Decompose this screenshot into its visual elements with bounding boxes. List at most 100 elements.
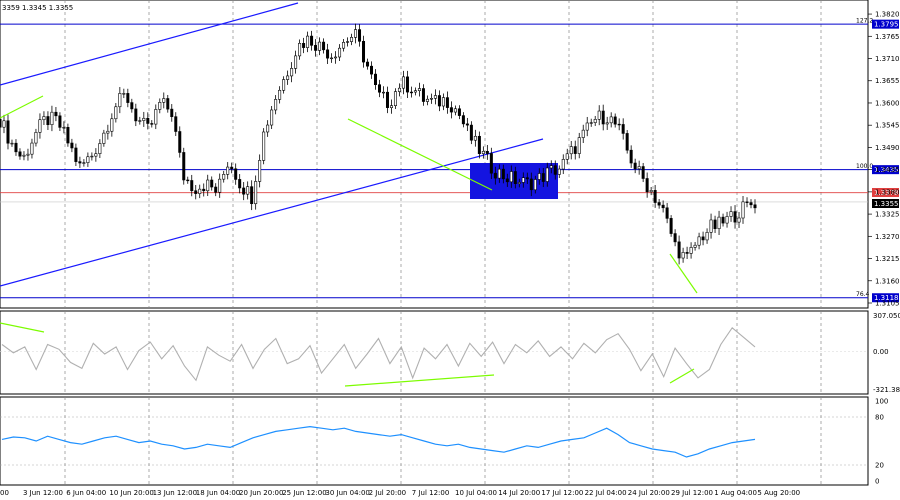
candle-body	[461, 115, 465, 125]
candle-body	[278, 89, 282, 100]
x-tick-label: 3 Jun 12:00	[23, 489, 63, 497]
candle-body	[146, 117, 150, 124]
price-axis-labels: 1.3820 1.3765 1.3710 1.3655 1.3600 1.3545 1.34…	[868, 11, 900, 308]
candle-body	[270, 109, 274, 126]
candle-body	[585, 122, 589, 131]
candle-body	[306, 35, 310, 48]
candle-body	[258, 160, 262, 182]
cci-pane	[0, 310, 869, 395]
cci-tick-label: 0.00	[873, 348, 889, 356]
candle-body	[457, 108, 461, 116]
candle-body	[190, 180, 194, 192]
candle-body	[449, 107, 453, 113]
candle-body	[106, 130, 110, 134]
candle-body	[54, 111, 58, 117]
candle-body	[509, 171, 513, 183]
candle-body	[385, 91, 389, 108]
candle-body	[421, 88, 425, 102]
ohlc-readout: 3359 1.3345 1.3355	[2, 4, 73, 12]
candle-body	[429, 98, 433, 100]
x-tick-label: 14 Jul 20:00	[498, 489, 540, 497]
candle-body	[282, 79, 286, 91]
candle-body	[401, 76, 405, 89]
main-pane	[0, 0, 869, 309]
candle-body	[677, 241, 681, 259]
candle-body	[673, 233, 677, 243]
candle-body	[713, 219, 717, 230]
divergence-line-main-3	[669, 253, 698, 294]
y-tick-label: 1.3820	[875, 11, 900, 19]
level-tag	[872, 19, 899, 29]
candle-body	[681, 252, 685, 259]
level-label: 127.2	[856, 18, 873, 25]
candle-body	[549, 165, 553, 169]
candle-body	[469, 124, 473, 141]
cci-tick-label: 307.0503	[873, 312, 900, 320]
x-tick-label: 30 Jun 04:00	[325, 489, 369, 497]
y-tick-label: 1.3490	[875, 144, 900, 152]
candle-body	[206, 179, 210, 192]
x-tick-label: 29 Jul 12:00	[671, 489, 713, 497]
candle-body	[118, 93, 122, 108]
candle-body	[565, 153, 569, 160]
candle-body	[501, 168, 505, 180]
candle-body	[613, 116, 617, 125]
candle-body	[274, 99, 278, 111]
candle-body	[338, 47, 342, 58]
cci-divergence-3	[669, 368, 695, 384]
candle-body	[374, 73, 378, 85]
candle-body	[649, 190, 653, 193]
candle-body	[697, 236, 701, 246]
x-tick-label: 1 Aug 04:00	[714, 489, 757, 497]
candle-body	[90, 155, 94, 158]
svg-text:1.3378: 1.3378	[874, 189, 899, 197]
candle-body	[186, 179, 190, 182]
cci-line	[0, 326, 868, 382]
candle-body	[222, 174, 226, 180]
cci-divergence-1	[0, 322, 45, 333]
candle-body	[294, 55, 298, 69]
y-tick-label: 1.3600	[875, 99, 900, 107]
candle-body	[605, 122, 609, 125]
candle-body	[465, 123, 469, 126]
candle-body	[753, 204, 757, 209]
x-tick-label: 5 Aug 20:00	[757, 489, 800, 497]
rsi-tick-label: 0	[875, 478, 879, 486]
candle-body	[377, 84, 381, 93]
candle-body	[142, 117, 146, 121]
candle-body	[413, 90, 417, 93]
y-tick-label: 1.3435	[875, 166, 900, 174]
candle-body	[609, 116, 613, 124]
candle-body	[38, 119, 42, 133]
candle-body	[18, 151, 22, 157]
candle-body	[110, 118, 114, 132]
x-tick-label: 13 Jun 12:00	[153, 489, 197, 497]
candle-body	[577, 137, 581, 154]
x-tick-label: 10 Jul 04:00	[455, 489, 497, 497]
candle-body	[493, 172, 497, 179]
candle-body	[318, 41, 322, 51]
candle-body	[525, 177, 529, 180]
candle-body	[114, 106, 118, 120]
candle-body	[74, 147, 78, 162]
candle-body	[497, 168, 501, 179]
cci-axis-labels: 307.0503 0.00 -321.389	[873, 312, 900, 394]
candle-body	[601, 110, 605, 125]
candle-body	[326, 49, 330, 59]
candle-body	[22, 154, 26, 157]
x-tick-label: 20 Jun 20:00	[239, 489, 283, 497]
candle-body	[58, 115, 62, 128]
candle-body	[194, 190, 198, 194]
candle-body	[589, 122, 593, 124]
candle-body	[246, 186, 250, 195]
candle-body	[693, 244, 697, 248]
candle-body	[521, 177, 525, 183]
rsi-path	[1, 425, 756, 458]
candle-body	[689, 247, 693, 254]
x-tick-label: 18 Jun 04:00	[196, 489, 240, 497]
fib-levels: 127.2 1.3795 100.0 1.3435 76.4 1.3118	[0, 18, 899, 303]
candle-body	[645, 178, 649, 193]
candle-body	[721, 216, 725, 224]
candle-body	[70, 142, 74, 149]
x-tick-label: 24 Jul 20:00	[628, 489, 670, 497]
